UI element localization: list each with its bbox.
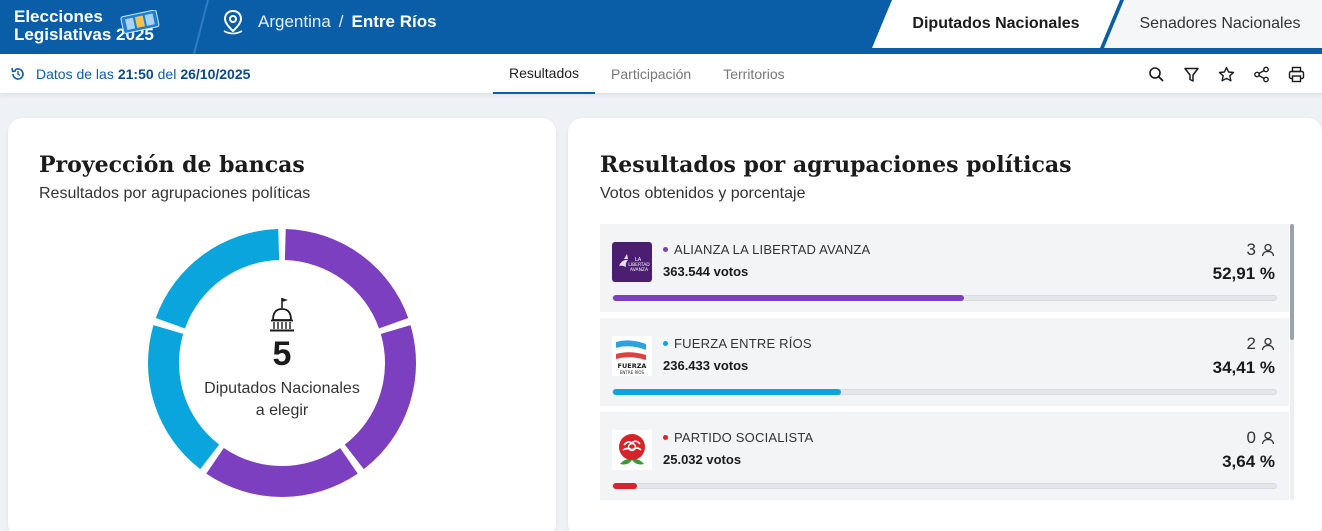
donut-seat-segment[interactable] — [206, 447, 358, 497]
breadcrumb-province[interactable]: Entre Ríos — [351, 12, 437, 31]
svg-text:AVANZA: AVANZA — [630, 267, 649, 273]
tab-participacion[interactable]: Participación — [611, 66, 692, 82]
party-seats: 0 — [1247, 428, 1275, 448]
projection-title: Proyección de bancas — [39, 152, 305, 178]
party-results-list[interactable]: LA LIBERTAD AVANZA ALIANZA LA LIBERTAD A… — [600, 224, 1289, 500]
favorite-button[interactable] — [1209, 61, 1244, 87]
party-name: PARTIDO SOCIALISTA — [663, 430, 813, 445]
share-icon — [1254, 66, 1269, 82]
seat-projection-card: Proyección de bancas Resultados por agru… — [8, 118, 556, 531]
party-votes: 236.433 votos — [663, 358, 749, 373]
party-name-text: ALIANZA LA LIBERTAD AVANZA — [674, 242, 871, 257]
congress-building-icon — [270, 298, 294, 332]
search-icon — [1149, 66, 1164, 82]
svg-text:FUERZA: FUERZA — [618, 362, 647, 370]
seat-donut-chart — [148, 229, 416, 497]
print-button[interactable] — [1279, 61, 1314, 87]
star-icon — [1218, 66, 1235, 81]
person-icon — [1261, 431, 1275, 445]
results-scrollbar-track[interactable] — [1290, 224, 1294, 500]
party-votes: 25.032 votos — [663, 452, 742, 467]
brand-line2: Legislativas 2025 — [14, 25, 154, 44]
donut-seat-segment[interactable] — [284, 229, 409, 329]
update-prefix: Datos de las — [36, 66, 114, 82]
party-seats-count: 0 — [1246, 428, 1256, 447]
party-color-dot — [663, 247, 668, 252]
section-tabs: Resultados Participación Territorios — [493, 54, 801, 94]
location-pin-icon — [223, 9, 243, 35]
donut-seat-segment[interactable] — [155, 229, 280, 329]
party-seats-count: 2 — [1246, 334, 1256, 353]
party-name: FUERZA ENTRE RÍOS — [663, 336, 812, 351]
tab-resultados[interactable]: Resultados — [493, 54, 596, 94]
percentage-bar-track — [612, 483, 1277, 489]
ps-rose-logo-icon — [612, 430, 652, 470]
tab-territorios[interactable]: Territorios — [723, 66, 785, 82]
results-title: Resultados por agrupaciones políticas — [600, 152, 1072, 178]
party-results-card: Resultados por agrupaciones políticas Vo… — [568, 118, 1322, 531]
percentage-bar-track — [612, 295, 1277, 301]
filter-button[interactable] — [1174, 61, 1209, 87]
party-name-text: PARTIDO SOCIALISTA — [674, 430, 814, 445]
party-votes: 363.544 votos — [663, 264, 749, 279]
percentage-bar-fill — [613, 483, 638, 489]
donut-seat-segment[interactable] — [344, 325, 416, 470]
percentage-bar-fill — [613, 295, 964, 301]
party-color-dot — [663, 341, 668, 346]
tab-diputados-nacionales[interactable]: Diputados Nacionales — [872, 0, 1120, 48]
breadcrumb-country[interactable]: Argentina — [258, 12, 331, 31]
party-seats: 3 — [1247, 240, 1275, 260]
percentage-bar-fill — [613, 389, 842, 395]
header-divider — [193, 0, 209, 54]
update-info[interactable]: Datos de las 21:50 del 26/10/2025 — [10, 54, 254, 94]
party-color-dot — [663, 435, 668, 440]
seats-label-line1: Diputados Nacionales — [204, 380, 360, 397]
svg-text:LA: LA — [635, 257, 642, 263]
percentage-bar-track — [612, 389, 1277, 395]
share-button[interactable] — [1244, 61, 1279, 87]
party-percentage: 34,41 % — [1212, 358, 1275, 377]
seats-total: 5 — [272, 335, 292, 373]
brand-line1: Elecciones — [14, 7, 103, 26]
svg-text:ENTRE RÍOS: ENTRE RÍOS — [620, 370, 645, 375]
filter-icon — [1184, 67, 1199, 82]
sub-bar: Datos de las 21:50 del 26/10/2025 Result… — [0, 54, 1322, 94]
party-row[interactable]: FUERZA ENTRE RÍOS FUERZA ENTRE RÍOS 236.… — [600, 318, 1289, 406]
refresh-clock-icon — [11, 67, 24, 80]
party-seats: 2 — [1247, 334, 1275, 354]
search-button[interactable] — [1139, 61, 1174, 87]
party-name-text: FUERZA ENTRE RÍOS — [674, 336, 812, 351]
party-seats-count: 3 — [1246, 240, 1256, 259]
projection-subtitle: Resultados por agrupaciones políticas — [39, 185, 311, 202]
ballot-icon — [120, 10, 160, 34]
party-percentage: 3,64 % — [1222, 452, 1275, 471]
breadcrumb-separator: / — [338, 12, 344, 31]
results-subtitle: Votos obtenidos y porcentaje — [600, 185, 806, 202]
top-bar: Elecciones Legislativas 2025 Argentina /… — [0, 0, 1322, 54]
person-icon — [1261, 337, 1275, 351]
party-row[interactable]: LA LIBERTAD AVANZA ALIANZA LA LIBERTAD A… — [600, 224, 1289, 312]
donut-center: 5 Diputados Nacionales a elegir — [182, 296, 382, 422]
person-icon — [1261, 243, 1275, 257]
party-row[interactable]: PARTIDO SOCIALISTA 25.032 votos 0 3,64 % — [600, 412, 1289, 500]
results-scrollbar-thumb[interactable] — [1290, 224, 1294, 340]
toolbar — [1139, 54, 1314, 94]
update-time: 21:50 — [117, 66, 154, 82]
update-date: 26/10/2025 — [180, 66, 251, 82]
fer-logo-icon: FUERZA ENTRE RÍOS — [612, 336, 652, 376]
lla-logo-icon: LA LIBERTAD AVANZA — [612, 242, 652, 282]
brand-logo[interactable]: Elecciones Legislativas 2025 — [14, 7, 160, 44]
party-percentage: 52,91 % — [1212, 264, 1275, 283]
party-name: ALIANZA LA LIBERTAD AVANZA — [663, 242, 870, 257]
print-icon — [1288, 66, 1305, 82]
location-breadcrumb[interactable]: Argentina / Entre Ríos — [220, 8, 437, 36]
donut-seat-segment[interactable] — [148, 325, 220, 470]
tab-senadores-nacionales[interactable]: Senadores Nacionales — [1104, 0, 1322, 48]
update-mid: del — [157, 66, 177, 82]
seats-label-line2: a elegir — [255, 402, 309, 419]
svg-text:LIBERTAD: LIBERTAD — [628, 262, 650, 268]
